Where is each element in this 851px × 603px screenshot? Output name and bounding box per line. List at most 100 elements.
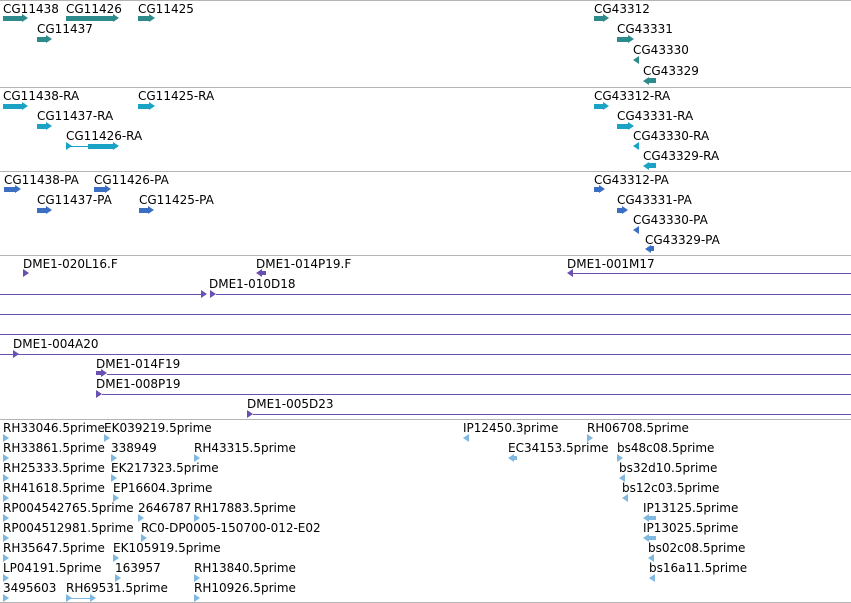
est-marker[interactable] — [111, 454, 117, 462]
gene-feature[interactable] — [594, 16, 604, 21]
est-marker[interactable] — [138, 514, 144, 522]
transcript-feature[interactable] — [138, 104, 150, 109]
protein-label[interactable]: CG11438-PA — [4, 173, 79, 187]
transcript-feature[interactable] — [617, 124, 629, 129]
est-label[interactable]: RH33861.5prime — [3, 441, 105, 455]
clone-label[interactable]: DME1-014F19 — [96, 357, 181, 371]
est-marker[interactable] — [3, 474, 9, 482]
est-label[interactable]: RH17883.5prime — [194, 501, 296, 515]
est-label[interactable]: RH43315.5prime — [194, 441, 296, 455]
clone-end-marker[interactable] — [256, 269, 262, 277]
protein-feature[interactable] — [4, 187, 16, 192]
protein-label[interactable]: CG11425-PA — [139, 193, 214, 207]
protein-feature[interactable] — [37, 208, 47, 213]
est-marker[interactable] — [3, 454, 9, 462]
clone-label[interactable]: DME1-005D23 — [247, 397, 334, 411]
est-label[interactable]: RH10926.5prime — [194, 581, 296, 595]
est-marker[interactable] — [194, 454, 200, 462]
est-label[interactable]: 3495603 — [3, 581, 57, 595]
protein-feature[interactable] — [94, 187, 106, 192]
transcript-label[interactable]: CG43329-RA — [643, 149, 720, 163]
est-marker[interactable] — [649, 574, 655, 582]
est-label[interactable]: 338949 — [111, 441, 157, 455]
protein-feature[interactable] — [617, 208, 623, 213]
est-marker[interactable] — [622, 494, 628, 502]
est-label[interactable]: EC34153.5prime — [508, 441, 609, 455]
transcript-feature[interactable] — [3, 104, 23, 109]
gene-feature[interactable] — [617, 37, 629, 42]
protein-label[interactable]: CG43331-PA — [617, 193, 692, 207]
est-label[interactable]: 2646787 — [138, 501, 192, 515]
est-marker[interactable] — [3, 534, 9, 542]
protein-strand-arrow[interactable] — [633, 226, 639, 234]
gene-label[interactable]: CG11426 — [66, 2, 122, 16]
est-label[interactable]: EP16604.3prime — [113, 481, 213, 495]
transcript-label[interactable]: CG11426-RA — [66, 129, 143, 143]
clone-feature[interactable] — [96, 371, 102, 375]
protein-label[interactable]: CG11426-PA — [94, 173, 169, 187]
est-feature[interactable] — [648, 516, 656, 520]
est-marker[interactable] — [194, 514, 200, 522]
clone-span-line[interactable] — [107, 374, 851, 375]
clone-label[interactable]: DME1-020L16.F — [23, 257, 118, 271]
clone-feature[interactable] — [261, 271, 266, 275]
transcript-feature[interactable] — [648, 163, 656, 168]
clone-span-line[interactable] — [0, 314, 851, 315]
gene-label[interactable]: CG43329 — [643, 64, 699, 78]
est-label[interactable]: IP12450.3prime — [463, 421, 559, 435]
est-label[interactable]: EK217323.5prime — [111, 461, 219, 475]
clone-span-line[interactable] — [102, 394, 851, 395]
est-marker[interactable] — [643, 514, 649, 522]
est-marker[interactable] — [66, 594, 72, 602]
gene-feature[interactable] — [138, 16, 150, 21]
est-marker[interactable] — [508, 454, 514, 462]
est-label[interactable]: bs02c08.5prime — [648, 541, 746, 555]
est-marker[interactable] — [617, 454, 623, 462]
est-feature[interactable] — [513, 456, 517, 460]
protein-label[interactable]: CG43312-PA — [594, 173, 669, 187]
est-label[interactable]: bs48c08.5prime — [617, 441, 715, 455]
gene-strand-arrow[interactable] — [633, 56, 639, 64]
gene-feature[interactable] — [3, 16, 23, 21]
est-marker[interactable] — [113, 554, 119, 562]
clone-span-line[interactable] — [572, 273, 851, 274]
est-label[interactable]: RP004542765.5prime — [3, 501, 134, 515]
est-label[interactable]: IP13125.5prime — [643, 501, 739, 515]
gene-feature[interactable] — [37, 37, 47, 42]
est-marker[interactable] — [3, 434, 9, 442]
est-label[interactable]: RC0-DP0005-150700-012-E02 — [141, 521, 321, 535]
est-label[interactable]: RH25333.5prime — [3, 461, 105, 475]
gene-label[interactable]: CG43312 — [594, 2, 650, 16]
est-feature[interactable] — [648, 536, 656, 540]
protein-feature[interactable] — [139, 208, 149, 213]
est-marker[interactable] — [643, 534, 649, 542]
est-marker[interactable] — [3, 494, 9, 502]
est-label[interactable]: bs32d10.5prime — [619, 461, 718, 475]
gene-feature[interactable] — [648, 78, 656, 83]
protein-label[interactable]: CG11437-PA — [37, 193, 112, 207]
transcript-feature[interactable] — [594, 104, 604, 109]
est-label[interactable]: RH41618.5prime — [3, 481, 105, 495]
est-marker[interactable] — [141, 534, 147, 542]
est-label[interactable]: RH33046.5prime — [3, 421, 105, 435]
transcript-label[interactable]: CG11425-RA — [138, 89, 215, 103]
clone-span-line[interactable] — [253, 414, 851, 415]
est-marker[interactable] — [3, 554, 9, 562]
est-marker[interactable] — [111, 474, 117, 482]
protein-label[interactable]: CG43329-PA — [645, 233, 720, 247]
transcript-feature[interactable] — [37, 124, 47, 129]
clone-label[interactable]: DME1-001M17 — [567, 257, 655, 271]
est-marker[interactable] — [115, 574, 121, 582]
est-label[interactable]: RH69531.5prime — [66, 581, 168, 595]
est-marker[interactable] — [619, 474, 625, 482]
est-label[interactable]: bs12c03.5prime — [622, 481, 720, 495]
clone-label[interactable]: DME1-004A20 — [13, 337, 99, 351]
gene-label[interactable]: CG11438 — [3, 2, 59, 16]
gene-label[interactable]: CG11437 — [37, 22, 93, 36]
transcript-label[interactable]: CG43330-RA — [633, 129, 710, 143]
est-label[interactable]: EK105919.5prime — [113, 541, 221, 555]
clone-span-line[interactable] — [0, 354, 851, 355]
est-marker[interactable] — [3, 514, 9, 522]
clone-span-line[interactable] — [216, 294, 851, 295]
est-label[interactable]: RH13840.5prime — [194, 561, 296, 575]
